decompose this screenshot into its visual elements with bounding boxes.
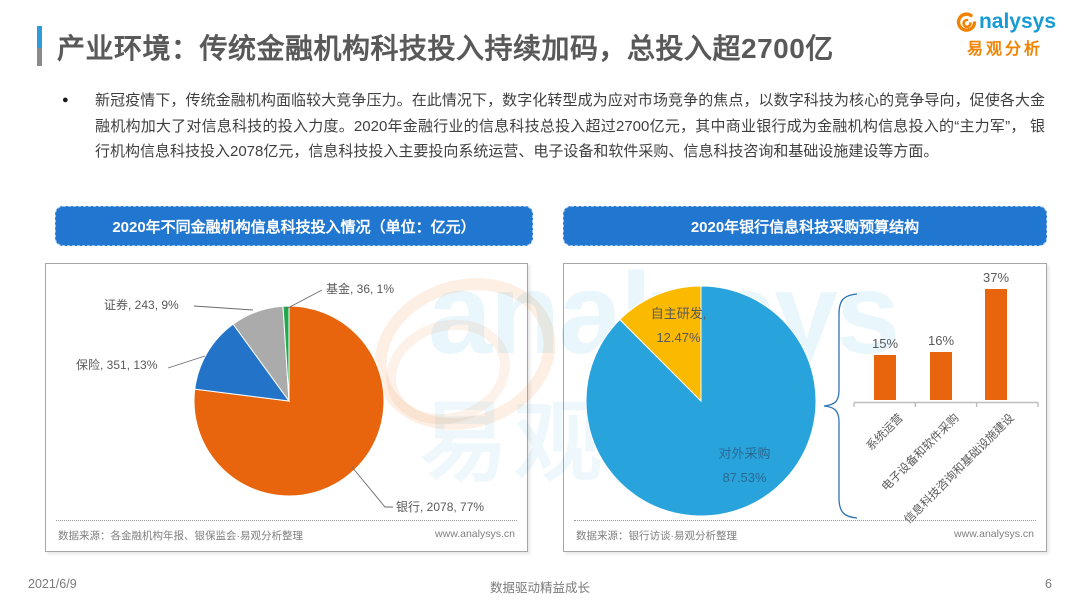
source-text-right: 数据来源：银行访谈·易观分析整理 (576, 530, 737, 542)
inhouse-name: 自主研发, (650, 306, 707, 321)
divider (56, 520, 517, 521)
chart-panel-right: 自主研发, 12.47% 对外采购 87.53% 15% 16% 37% 系统运… (563, 263, 1047, 552)
website-link-left[interactable]: www.analysys.cn (435, 528, 515, 540)
pie-slice-保险 (194, 323, 291, 402)
bullet-dot: ● (62, 94, 69, 106)
bar-value-label: 16% (927, 333, 955, 348)
pie-chart-right (585, 285, 817, 517)
footer-slogan: 数据驱动精益成长 (489, 581, 590, 595)
inhouse-pct: 12.47% (656, 330, 701, 345)
brace-bracket (823, 293, 858, 519)
analysys-swoosh-icon (954, 10, 978, 34)
brand-logo: nalysys 易观分析 (954, 10, 1056, 59)
brand-name-cn: 易观分析 (966, 41, 1043, 58)
pie-slice-基金 (282, 305, 290, 402)
website-link-right[interactable]: www.analysys.cn (954, 528, 1034, 540)
bar-value-label: 15% (871, 336, 899, 351)
source-row-right: 数据来源：银行访谈·易观分析整理 www.analysys.cn (576, 528, 1034, 543)
bar-axis (853, 401, 1039, 407)
title-accent-bar (37, 26, 42, 66)
leader-lines-left (167, 289, 393, 508)
pie-label-external: 对外采购 87.53% (692, 442, 797, 490)
pie-label-bank: 银行, 2078, 77% (396, 500, 485, 514)
chart-panel-left: 基金, 36, 1% 证券, 243, 9% 保险, 351, 13% 银行, … (45, 263, 528, 552)
footer-page-number: 6 (1045, 577, 1052, 591)
external-pct: 87.53% (722, 470, 767, 485)
bar-value-label: 37% (982, 270, 1010, 285)
brand-name: nalysys (978, 10, 1056, 33)
pie-chart-left (193, 305, 385, 497)
brace-and-axis (823, 293, 1039, 519)
external-name: 对外采购 (718, 446, 771, 461)
footer-date: 2021/6/9 (28, 577, 77, 591)
pie-slice-自主研发 (619, 285, 702, 403)
source-row-left: 数据来源：各金融机构年报、银保监会·易观分析整理 www.analysys.cn (58, 528, 515, 543)
bar (930, 352, 952, 400)
chart-header-left: 2020年不同金融机构信息科技投入情况（单位：亿元） (55, 206, 533, 246)
source-text-left: 数据来源：各金融机构年报、银保监会·易观分析整理 (58, 530, 303, 542)
bar (985, 289, 1007, 400)
pie-label-insurance: 保险, 351, 13% (76, 358, 158, 372)
page-title: 产业环境：传统金融机构科技投入持续加码，总投入超2700亿 (57, 33, 834, 64)
pie-label-inhouse: 自主研发, 12.47% (626, 302, 731, 350)
summary-text: 新冠疫情下，传统金融机构面临较大竞争压力。在此情况下，数字化转型成为应对市场竞争… (95, 92, 1045, 160)
divider (574, 520, 1036, 521)
pie-label-fund: 基金, 36, 1% (326, 282, 395, 296)
chart-header-right: 2020年银行信息科技采购预算结构 (563, 206, 1047, 246)
pie-label-securities: 证券, 243, 9% (104, 298, 179, 312)
bar (874, 355, 896, 400)
